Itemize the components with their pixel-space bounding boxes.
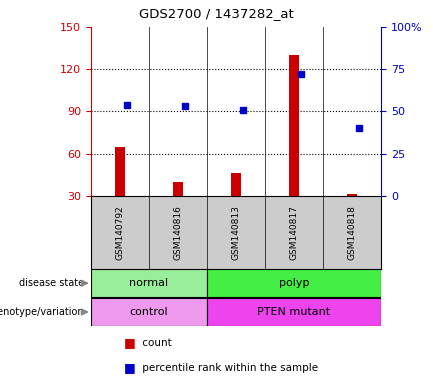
Text: GSM140818: GSM140818: [348, 205, 356, 260]
Bar: [289, 55, 299, 196]
Text: GSM140792: GSM140792: [116, 205, 124, 260]
Text: GSM140813: GSM140813: [232, 205, 240, 260]
Bar: [231, 173, 241, 196]
Bar: [173, 182, 183, 196]
Bar: [91, 298, 207, 326]
Text: ■: ■: [124, 336, 136, 349]
Text: normal: normal: [129, 278, 168, 288]
Text: PTEN mutant: PTEN mutant: [258, 307, 330, 317]
Text: ■: ■: [124, 361, 136, 374]
Text: control: control: [129, 307, 168, 317]
Text: genotype/variation: genotype/variation: [0, 307, 84, 317]
Text: percentile rank within the sample: percentile rank within the sample: [139, 363, 318, 373]
Text: polyp: polyp: [279, 278, 309, 288]
Text: GDS2700 / 1437282_at: GDS2700 / 1437282_at: [139, 7, 294, 20]
Bar: [207, 298, 381, 326]
Text: GSM140817: GSM140817: [290, 205, 298, 260]
Bar: [207, 270, 381, 297]
Text: GSM140816: GSM140816: [174, 205, 182, 260]
Bar: [347, 194, 357, 196]
Text: count: count: [139, 338, 171, 348]
Text: disease state: disease state: [19, 278, 84, 288]
Bar: [115, 147, 125, 196]
Bar: [91, 270, 207, 297]
